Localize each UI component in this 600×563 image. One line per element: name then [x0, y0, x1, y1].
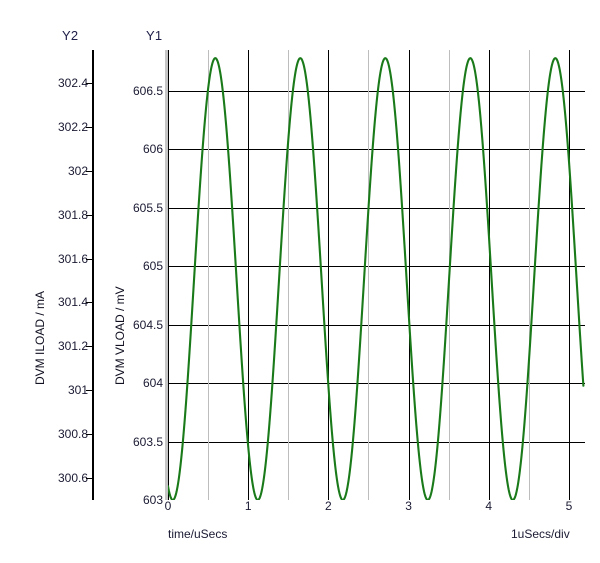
gridline-vertical-minor [208, 50, 209, 500]
y2-tick-label: 301 [67, 383, 88, 398]
y2-tick-mark [86, 126, 92, 128]
y2-tick-label: 301.8 [57, 207, 88, 222]
x-tick-label: 5 [565, 499, 573, 513]
y2-tick-mark [86, 258, 92, 260]
y2-tick-mark [86, 82, 92, 84]
gridline-vertical-major [168, 50, 169, 500]
y2-tick-label: 300.6 [57, 471, 88, 486]
gridline-vertical-minor [529, 50, 530, 500]
gridline-vertical-major [248, 50, 249, 500]
y2-tick-mark [86, 170, 92, 172]
y1-tick-label: 605.5 [132, 200, 163, 215]
gridline-horizontal [168, 325, 585, 326]
gridline-horizontal [168, 91, 585, 92]
x-tick-label: 2 [325, 499, 332, 513]
y2-tick-mark [86, 478, 92, 480]
y2-tick-label: 301.4 [57, 295, 88, 310]
y2-tick-label: 302.4 [57, 75, 88, 90]
y1-tick-label: 604.5 [132, 317, 163, 332]
y2-tick-mark [86, 434, 92, 436]
x-axis-units: 1uSecs/div [511, 527, 570, 541]
gridline-vertical-major [328, 50, 329, 500]
y2-tick-mark [86, 214, 92, 216]
y2-tick-mark [86, 390, 92, 392]
gridline-horizontal [168, 383, 585, 384]
gridline-horizontal [168, 149, 585, 150]
y1-tick-label: 606.5 [132, 83, 163, 98]
y2-tick-label: 300.8 [57, 427, 88, 442]
y2-tick-label: 301.2 [57, 339, 88, 354]
y1-axis-title: DVM VLOAD / mV [113, 286, 127, 385]
gridline-horizontal [168, 266, 585, 267]
y2-tick-mark [86, 346, 92, 348]
y1-tick-label: 606 [142, 142, 163, 157]
y2-tick-label: 302 [67, 163, 88, 178]
y2-tick-label: 302.2 [57, 119, 88, 134]
x-tick-label: 1 [244, 499, 252, 513]
x-tick-label: 3 [405, 499, 412, 513]
x-axis-caption: time/uSecs [168, 527, 228, 541]
gridline-vertical-major [489, 50, 490, 500]
y1-tick-label: 605 [142, 259, 163, 274]
y2-axis-line [92, 50, 94, 500]
waveform-trace [168, 57, 585, 500]
y1-tick-label: 604 [142, 376, 163, 391]
y1-axis-line [165, 50, 168, 500]
gridline-vertical-major [569, 50, 570, 500]
gridline-horizontal [168, 208, 585, 209]
x-tick-label: 0 [164, 499, 172, 513]
y1-axis-header: Y1 [146, 28, 163, 43]
y2-axis-header: Y2 [62, 28, 79, 43]
y2-tick-mark [86, 302, 92, 304]
gridline-horizontal [168, 442, 585, 443]
plot-area [168, 50, 585, 500]
y1-tick-label: 603 [142, 493, 163, 507]
gridline-vertical-minor [288, 50, 289, 500]
y1-tick-label: 603.5 [132, 434, 163, 449]
gridline-vertical-major [409, 50, 410, 500]
y2-tick-label: 301.6 [57, 251, 88, 266]
gridline-vertical-minor [368, 50, 369, 500]
x-tick-label: 4 [485, 499, 493, 513]
